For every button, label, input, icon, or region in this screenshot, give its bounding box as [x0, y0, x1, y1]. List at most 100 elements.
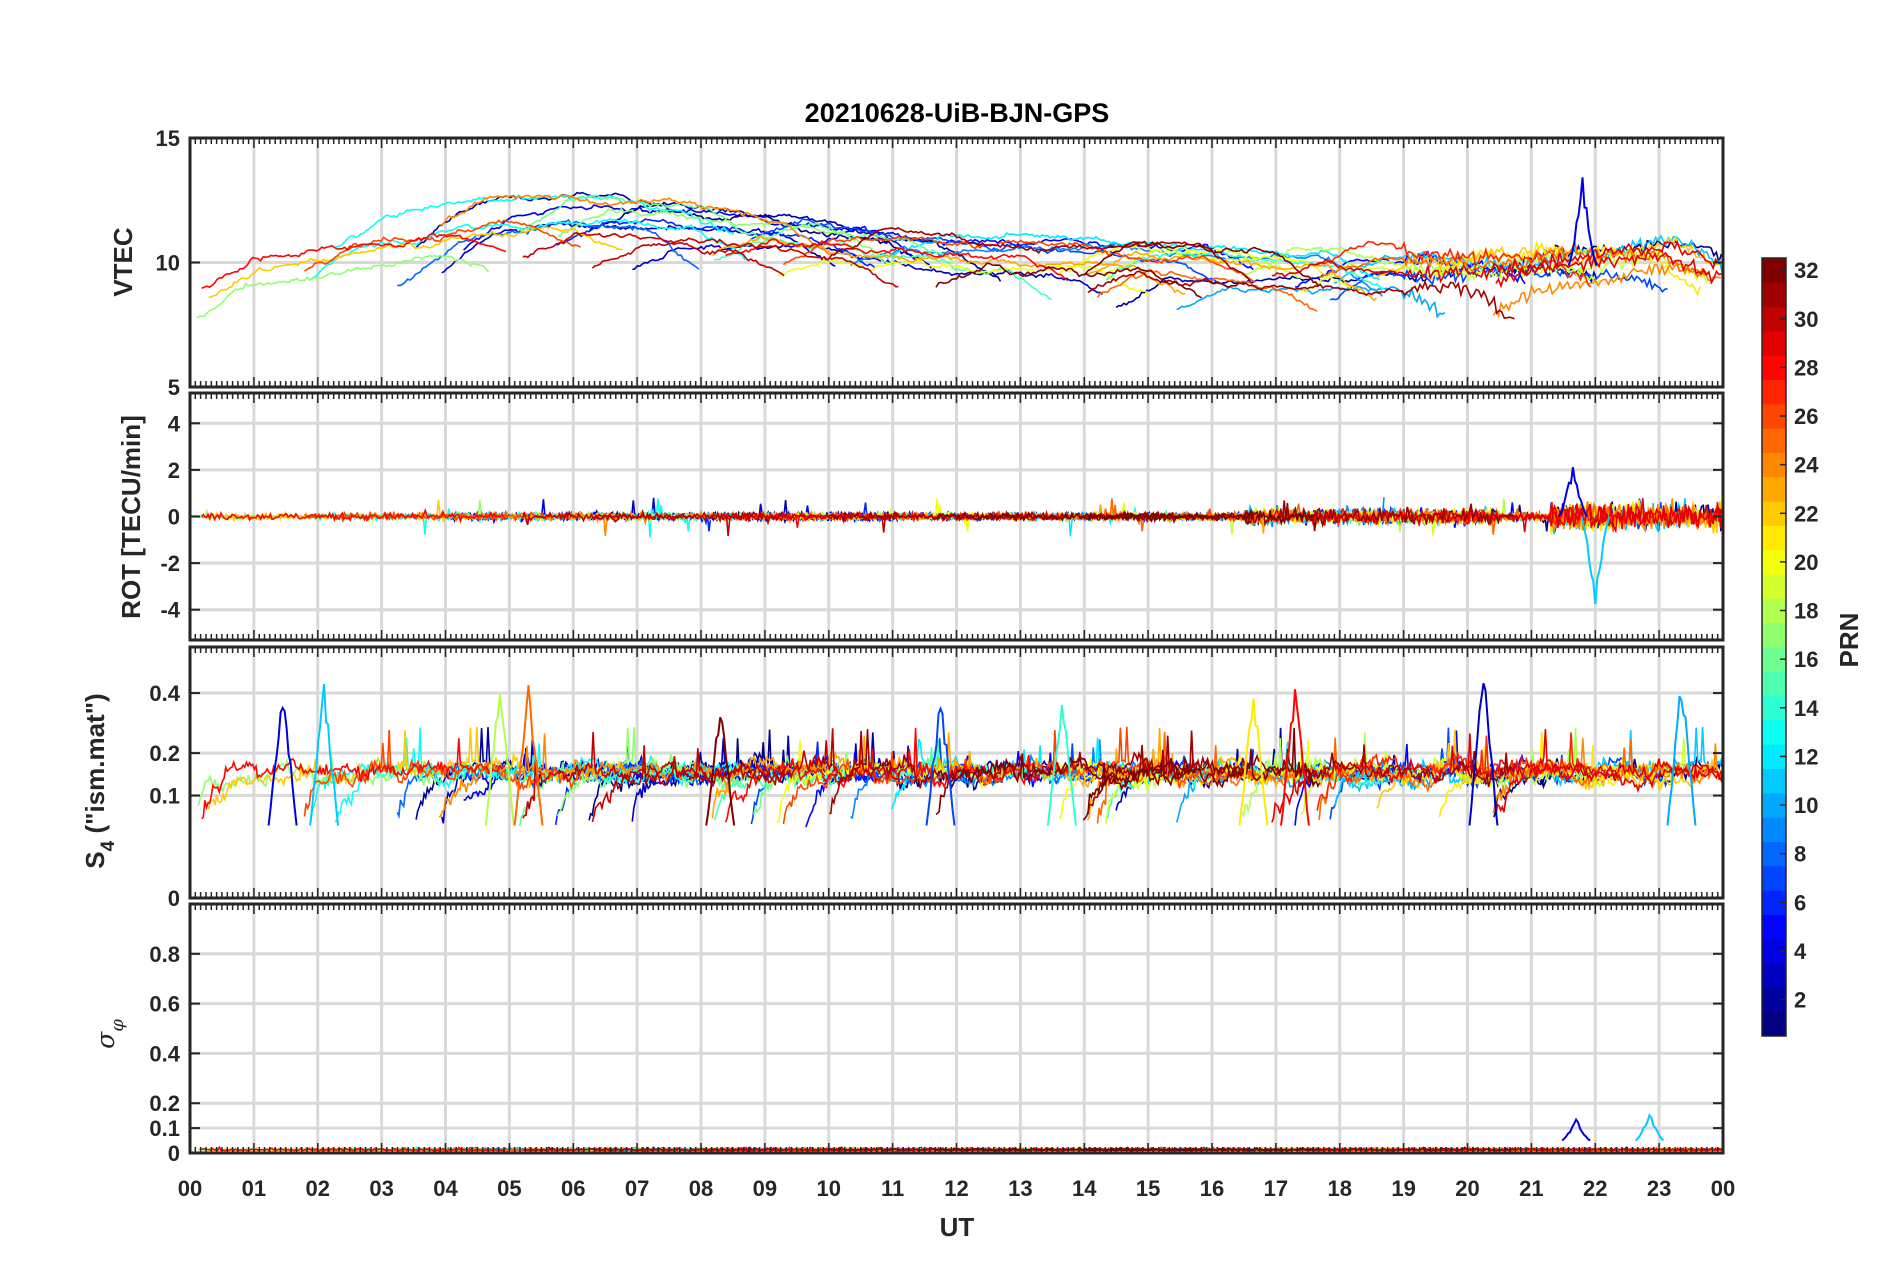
sigma-ylabel-sub: φ: [107, 1019, 128, 1032]
rot-event-trace: [1558, 467, 1588, 518]
s4-event-trace: [1666, 695, 1697, 826]
sigma-plot-area: [190, 904, 1723, 1153]
colorbar-segment: [1762, 671, 1786, 697]
x-ticklabel: 20: [1455, 1176, 1479, 1201]
colorbar-segment: [1762, 963, 1786, 988]
colorbar-segment: [1762, 282, 1786, 308]
colorbar-segment: [1762, 768, 1786, 794]
x-ticklabel: 22: [1583, 1176, 1607, 1201]
sigma_phi-y-ticklabel: 0.6: [149, 992, 180, 1017]
colorbar-segment: [1762, 476, 1786, 502]
vtec-trace-prn-26: [304, 219, 581, 272]
s4-trace-prn-31: [829, 729, 1252, 815]
sigma_phi-y-ticklabel: 0.4: [149, 1041, 180, 1066]
s4-event-trace: [267, 705, 298, 826]
colorbar-segment: [1762, 865, 1786, 891]
s4-y-ticklabel: 0.4: [149, 681, 180, 706]
s4-event-trace: [705, 716, 736, 826]
vtec-trace-prn-32: [1082, 240, 1319, 287]
rot-x-ticks: [189, 393, 1724, 640]
x-ticklabel: 07: [625, 1176, 649, 1201]
s4-y-ticklabel: 0: [168, 886, 180, 911]
x-ticklabel: 21: [1519, 1176, 1543, 1201]
x-ticklabel: 19: [1391, 1176, 1415, 1201]
x-ticklabel: 01: [242, 1176, 266, 1201]
sigma-ylabel-main: σ: [91, 1031, 120, 1049]
s4-x-ticks: [189, 647, 1724, 898]
rot-ylabel: ROT [TECU/min]: [116, 415, 146, 619]
colorbar-ticklabel: 30: [1794, 307, 1818, 332]
x-ticklabel: 03: [369, 1176, 393, 1201]
vtec-y-ticklabel: 5: [168, 375, 180, 400]
colorbar-ticklabel: 32: [1794, 258, 1818, 283]
s4-event-trace: [513, 685, 544, 826]
sigma_phi-event-trace: [1634, 1113, 1665, 1142]
vtec-trace-prn-23: [1087, 250, 1377, 302]
vtec-trace-prn-13: [335, 194, 735, 248]
rot-trace-prn-29: [1495, 498, 1723, 534]
colorbar-ticklabel: 16: [1794, 647, 1818, 672]
vtec-trace-prn-16: [519, 194, 759, 239]
rot-plot-area: [190, 393, 1723, 640]
colorbar-ticklabel: 8: [1794, 842, 1806, 867]
s4-event-trace: [309, 683, 340, 826]
vtec-plot-area: [190, 138, 1723, 387]
rot-y-ticklabel: 0: [168, 505, 180, 530]
vtec-event-trace: [1567, 177, 1598, 267]
vtec-trace-prn-16: [753, 222, 954, 262]
vtec-trace-prn-30: [591, 241, 785, 277]
vtec-traces: [196, 177, 1723, 320]
s4-ylabel: S4 ("ism.mat"): [80, 693, 119, 868]
vtec-ylabel: VTEC: [108, 227, 138, 297]
x-ticklabel: 12: [944, 1176, 968, 1201]
x-ticklabel: 06: [561, 1176, 585, 1201]
rot-y-ticklabel: -4: [160, 598, 180, 623]
vtec-trace-prn-25: [1319, 238, 1711, 279]
s4-ylabel-sub: 4: [98, 840, 119, 851]
sigma-axes: 00.10.2 0.4 0.6 0.8: [149, 902, 1725, 1166]
s4-y-ticklabel: 0.1: [149, 784, 180, 809]
sigma_phi-x-ticks: [189, 904, 1724, 1153]
colorbar-segment: [1762, 428, 1786, 453]
colorbar-segment: [1762, 379, 1786, 405]
vtec-x-ticks: [189, 138, 1724, 387]
s4-ylabel-main: S: [80, 851, 110, 868]
vtec-trace-prn-22: [208, 226, 623, 299]
s4-trace-prn-22: [207, 726, 625, 810]
vtec-trace-prn-32: [935, 262, 1203, 299]
rot-event-trace: [1580, 516, 1611, 605]
colorbar-label: PRN: [1834, 613, 1864, 668]
s4-trace-prn-28: [724, 727, 1069, 823]
colorbar-ticklabel: 24: [1794, 453, 1819, 478]
x-ticklabel: 08: [689, 1176, 713, 1201]
vtec-trace-prn-20: [1058, 244, 1354, 291]
s4-event-trace: [925, 705, 956, 826]
colorbar-segment: [1762, 1011, 1786, 1037]
vtec-trace-prn-31: [1087, 270, 1515, 320]
colorbar-ticklabel: 14: [1794, 696, 1819, 721]
rot-y-ticklabel: 2: [168, 458, 180, 483]
colorbar-ticklabel: 4: [1794, 939, 1807, 964]
s4-y-ticklabel: 0.2: [149, 741, 180, 766]
colorbar-border: [1761, 257, 1787, 1037]
rot-traces: [196, 467, 1723, 605]
sigma_phi-trace-prn-28: [201, 1145, 506, 1152]
vtec-panel: 5 10 15 VTEC: [108, 126, 1725, 400]
colorbar-ticklabel: 2: [1794, 988, 1806, 1013]
s4-trace-prn-29: [1495, 728, 1723, 816]
rot-trace-prn-28: [201, 507, 506, 524]
x-ticklabel: 00: [178, 1176, 202, 1201]
rot-panel: -4 -2 0 2 4 ROT [TECU/min]: [116, 391, 1725, 642]
colorbar-ticklabel: 26: [1794, 404, 1818, 429]
x-ticklabel: 10: [817, 1176, 841, 1201]
rot-trace-prn-32: [935, 510, 1202, 524]
colorbar-segment: [1762, 719, 1786, 745]
colorbar-segment: [1762, 525, 1786, 551]
vtec-trace-prn-29: [1495, 239, 1722, 289]
sigma_phi-event-trace: [1561, 1117, 1591, 1142]
x-ticklabel: 14: [1072, 1176, 1097, 1201]
x-ticklabel: 18: [1328, 1176, 1352, 1201]
rot-y-ticklabel: -2: [160, 551, 180, 576]
vtec-y-ticklabel: 10: [156, 251, 180, 276]
s4-event-trace: [1238, 698, 1269, 826]
